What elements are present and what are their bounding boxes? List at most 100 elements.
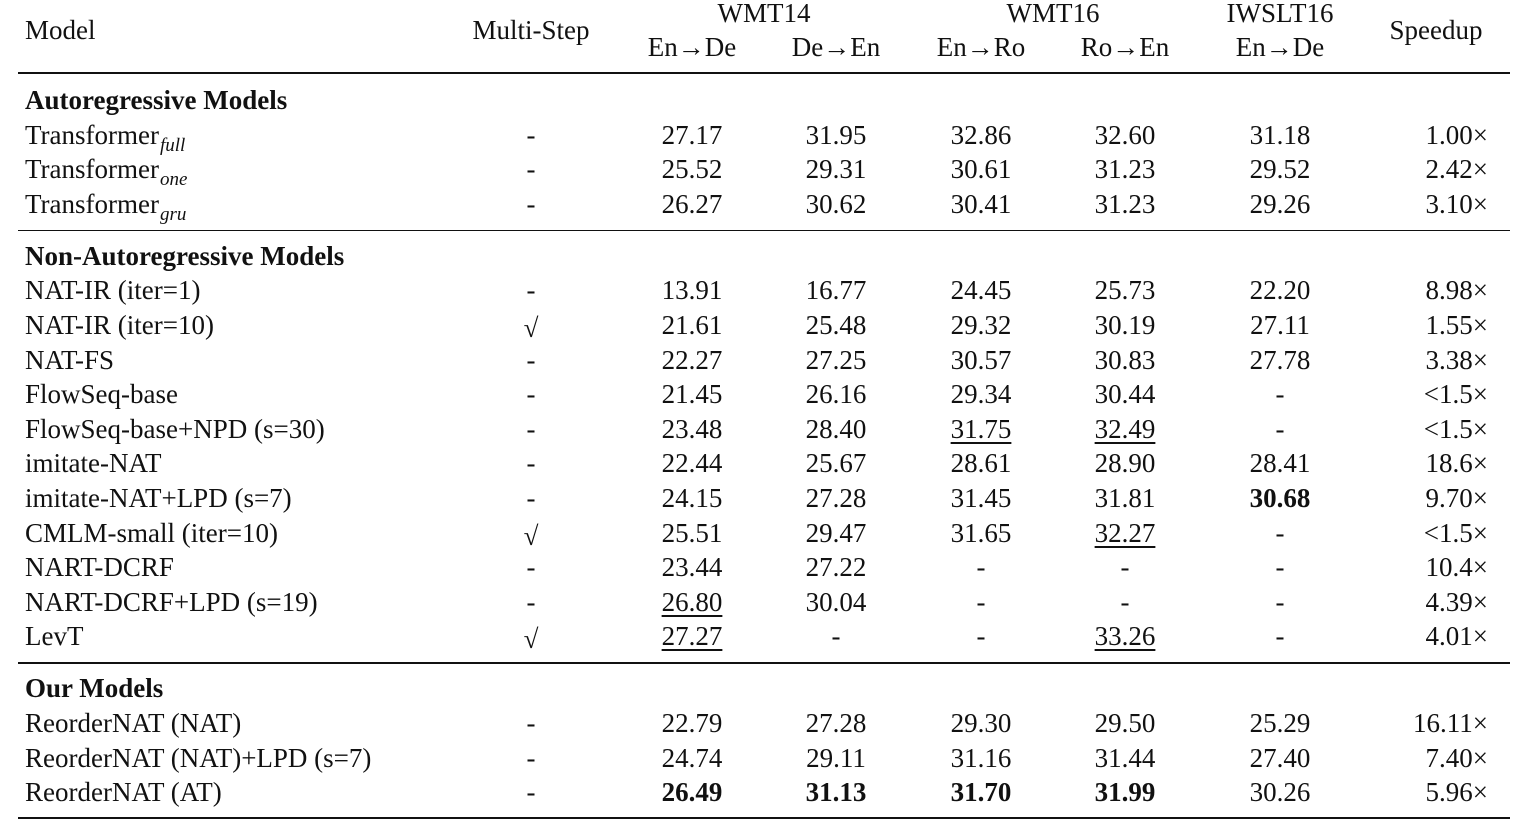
score-cell: 32.49: [1094, 413, 1156, 444]
score-cell: 31.81: [1094, 483, 1156, 513]
score-cell: 22.79: [661, 708, 723, 738]
multi-step-cell: -: [526, 344, 536, 375]
section-title: Non-Autoregressive Models: [25, 240, 345, 271]
multi-step-cell: -: [526, 448, 536, 479]
speedup-cell: <1.5×: [1423, 413, 1488, 444]
score-cell: 30.44: [1094, 379, 1156, 410]
score-cell: 25.73: [1094, 275, 1156, 306]
header-pair: De→En: [791, 32, 881, 62]
header-model: Model: [25, 15, 96, 45]
model-name: CMLM-small (iter=10): [25, 517, 278, 548]
score-cell: 31.75: [950, 413, 1012, 444]
multi-step-cell: -: [526, 275, 536, 306]
score-cell: 28.90: [1094, 448, 1156, 479]
score-cell: 29.47: [805, 517, 867, 548]
score-cell: 31.44: [1094, 742, 1156, 773]
score-cell: -: [1275, 413, 1285, 444]
multi-step-cell: √: [523, 520, 539, 551]
speedup-cell: 4.39×: [1425, 586, 1488, 617]
score-cell: 30.57: [950, 344, 1012, 375]
score-cell: 27.40: [1249, 742, 1311, 773]
score-cell: 27.27: [661, 621, 723, 652]
model-name: FlowSeq-base+NPD (s=30): [25, 413, 325, 444]
score-cell: 29.34: [950, 379, 1012, 410]
model-subscript: gru: [160, 203, 187, 225]
multi-step-cell: -: [526, 552, 536, 583]
score-cell: 29.30: [950, 708, 1012, 738]
score-cell: -: [1275, 621, 1285, 652]
multi-step-cell: -: [526, 483, 536, 513]
score-cell: 29.50: [1094, 708, 1156, 738]
speedup-cell: 1.00×: [1425, 119, 1488, 150]
score-cell: -: [1275, 379, 1285, 410]
score-cell: 25.52: [661, 154, 723, 185]
rule-line: [18, 229, 1510, 232]
speedup-cell: 3.10×: [1425, 188, 1488, 219]
score-cell: 31.13: [805, 777, 867, 808]
score-cell: 13.91: [661, 275, 723, 306]
score-cell: -: [831, 621, 841, 652]
score-cell: 31.70: [950, 777, 1012, 808]
speedup-cell: <1.5×: [1423, 517, 1488, 548]
model-name: NAT-IR (iter=1): [25, 275, 201, 306]
score-cell: 25.51: [661, 517, 723, 548]
score-cell: 28.61: [950, 448, 1012, 479]
score-cell: 26.80: [661, 586, 723, 617]
header-multi-step: Multi-Step: [472, 15, 590, 45]
model-name: imitate-NAT: [25, 448, 162, 479]
speedup-cell: 8.98×: [1425, 275, 1488, 306]
score-cell: -: [1275, 586, 1285, 617]
score-cell: 32.86: [950, 119, 1012, 150]
model-name: ReorderNAT (NAT): [25, 708, 242, 738]
score-cell: 22.27: [661, 344, 723, 375]
score-cell: -: [1120, 586, 1130, 617]
score-cell: 22.44: [661, 448, 723, 479]
model-name: Transformerfull: [25, 119, 186, 156]
score-cell: 22.20: [1249, 275, 1311, 306]
score-cell: -: [976, 621, 986, 652]
score-cell: 16.77: [805, 275, 867, 306]
score-cell: 25.48: [805, 310, 867, 340]
score-cell: 29.32: [950, 310, 1012, 340]
speedup-cell: 4.01×: [1425, 621, 1488, 652]
model-subscript: full: [160, 134, 186, 156]
multi-step-cell: -: [526, 119, 536, 150]
model-name: LevT: [25, 621, 84, 652]
score-cell: 31.16: [950, 742, 1012, 773]
score-cell: 27.78: [1249, 344, 1311, 375]
score-cell: 21.45: [661, 379, 723, 410]
score-cell: 29.26: [1249, 188, 1311, 219]
score-cell: 24.74: [661, 742, 723, 773]
score-cell: 24.15: [661, 483, 723, 513]
speedup-cell: 2.42×: [1425, 154, 1488, 185]
header-group: WMT14: [717, 0, 811, 28]
score-cell: 31.18: [1249, 119, 1311, 150]
score-cell: 24.45: [950, 275, 1012, 306]
score-cell: 30.62: [805, 188, 867, 219]
score-cell: 26.16: [805, 379, 867, 410]
score-cell: -: [1275, 517, 1285, 548]
multi-step-cell: √: [523, 313, 539, 343]
multi-step-cell: √: [523, 624, 539, 655]
score-cell: 27.28: [805, 483, 867, 513]
multi-step-cell: -: [526, 413, 536, 444]
score-cell: 31.99: [1094, 777, 1156, 808]
rule-line: [18, 817, 1510, 820]
multi-step-cell: -: [526, 777, 536, 808]
score-cell: 25.67: [805, 448, 867, 479]
multi-step-cell: -: [526, 586, 536, 617]
score-cell: 31.45: [950, 483, 1012, 513]
multi-step-cell: -: [526, 379, 536, 410]
score-cell: 23.48: [661, 413, 723, 444]
score-cell: 31.23: [1094, 154, 1156, 185]
score-cell: 30.04: [805, 586, 867, 617]
model-name: Transformerone: [25, 153, 187, 190]
score-cell: 29.31: [805, 154, 867, 185]
header-pair: En→De: [647, 32, 737, 62]
score-cell: 32.27: [1094, 517, 1156, 548]
speedup-cell: 3.38×: [1425, 344, 1488, 375]
header-pair: En→Ro: [936, 32, 1026, 62]
score-cell: 31.65: [950, 517, 1012, 548]
speedup-cell: 1.55×: [1425, 310, 1488, 340]
speedup-cell: <1.5×: [1423, 379, 1488, 410]
